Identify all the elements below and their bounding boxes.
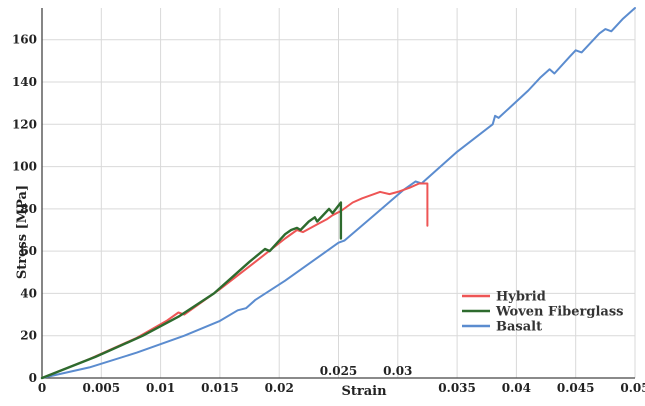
x-tick-label: 0.05 xyxy=(620,381,645,395)
x-tick-label: 0.015 xyxy=(201,381,239,395)
legend-label: Basalt xyxy=(496,320,542,335)
x-tick-label: 0.01 xyxy=(146,381,175,395)
series-layer xyxy=(40,7,636,380)
y-tick-label: 40 xyxy=(20,286,37,300)
y-tick-label: 100 xyxy=(12,160,37,174)
x-tick-label: 0 xyxy=(38,381,46,395)
x-tick-label: 0.005 xyxy=(83,381,121,395)
y-tick-label: 120 xyxy=(12,117,37,131)
x-tick-label: 0.035 xyxy=(438,381,476,395)
y-tick-label: 20 xyxy=(20,329,37,343)
y-tick-label: 160 xyxy=(12,33,37,47)
y-tick-label: 60 xyxy=(20,244,37,258)
x-tick-label: 0.045 xyxy=(557,381,595,395)
y-tick-label: 140 xyxy=(12,75,37,89)
y-axis-title: Stress [MPa] xyxy=(15,185,30,279)
series-line-basalt xyxy=(41,7,636,379)
x-axis-title: Strain xyxy=(341,384,387,399)
x-tick-label: 0.025 xyxy=(320,364,358,378)
y-tick-label: 0 xyxy=(29,371,37,385)
x-tick-label: 0.03 xyxy=(383,364,412,378)
x-tick-label: 0.04 xyxy=(502,381,531,395)
series-line-woven-fiberglass xyxy=(40,201,343,380)
ticks-layer: 0 0.005 0.01 0.015 0.02 0.025 0.03 0.035 0.04 0.0… xyxy=(12,33,645,395)
legend-label: Hybrid xyxy=(496,290,546,305)
y-tick-label: 80 xyxy=(20,202,37,216)
legend-label: Woven Fiberglass xyxy=(495,305,623,320)
x-tick-label: 0.02 xyxy=(265,381,294,395)
series-line-hybrid xyxy=(41,182,429,379)
axes-layer xyxy=(41,8,635,379)
